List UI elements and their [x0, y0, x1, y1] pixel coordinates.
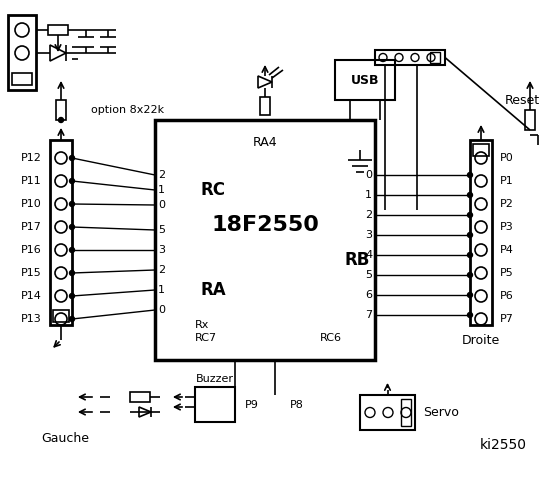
Bar — [375, 50, 445, 65]
Text: P14: P14 — [21, 291, 42, 301]
Circle shape — [70, 202, 75, 206]
Text: Reset: Reset — [505, 94, 540, 107]
Circle shape — [70, 248, 75, 252]
Circle shape — [70, 271, 75, 276]
Text: 5: 5 — [158, 225, 165, 235]
Circle shape — [70, 316, 75, 322]
Bar — [155, 120, 375, 360]
Text: 2: 2 — [158, 170, 165, 180]
Text: USB: USB — [351, 73, 379, 86]
Circle shape — [467, 292, 472, 298]
Circle shape — [70, 293, 75, 299]
Text: 0: 0 — [158, 200, 165, 210]
Text: Buzzer: Buzzer — [196, 374, 234, 384]
Circle shape — [467, 192, 472, 197]
Text: 3: 3 — [365, 230, 372, 240]
Text: P8: P8 — [290, 399, 304, 409]
Bar — [401, 399, 411, 426]
Text: P2: P2 — [500, 199, 514, 209]
Bar — [56, 100, 66, 120]
Text: 2: 2 — [158, 265, 165, 275]
Text: 5: 5 — [365, 270, 372, 280]
Bar — [360, 395, 415, 430]
Bar — [335, 60, 395, 100]
Circle shape — [70, 225, 75, 229]
Text: Rx: Rx — [195, 320, 210, 330]
Text: RB: RB — [345, 251, 371, 269]
Text: 1: 1 — [158, 185, 165, 195]
Bar — [470, 140, 492, 325]
Text: 18F2550: 18F2550 — [211, 215, 319, 235]
Text: P3: P3 — [500, 222, 514, 232]
Circle shape — [467, 312, 472, 317]
Text: P15: P15 — [21, 268, 42, 278]
Text: 1: 1 — [158, 285, 165, 295]
Text: P7: P7 — [500, 314, 514, 324]
Circle shape — [467, 232, 472, 238]
Circle shape — [70, 179, 75, 183]
Text: 6: 6 — [365, 290, 372, 300]
Text: 7: 7 — [365, 310, 372, 320]
Text: P5: P5 — [500, 268, 514, 278]
Circle shape — [59, 118, 64, 122]
Text: P16: P16 — [21, 245, 42, 255]
Text: P13: P13 — [21, 314, 42, 324]
Text: RA4: RA4 — [253, 135, 277, 148]
Bar — [525, 110, 535, 130]
Bar — [130, 392, 150, 402]
Circle shape — [467, 213, 472, 217]
Text: ki2550: ki2550 — [480, 438, 527, 452]
Text: P4: P4 — [500, 245, 514, 255]
Text: P0: P0 — [500, 153, 514, 163]
Bar — [260, 97, 270, 115]
Bar — [473, 144, 489, 156]
Text: 0: 0 — [365, 170, 372, 180]
Text: P10: P10 — [21, 199, 42, 209]
Bar — [195, 387, 235, 422]
Text: Droite: Droite — [462, 334, 500, 347]
Text: RC6: RC6 — [320, 333, 342, 343]
Text: P11: P11 — [21, 176, 42, 186]
Text: P9: P9 — [245, 399, 259, 409]
Bar — [48, 25, 68, 35]
Text: RC7: RC7 — [195, 333, 217, 343]
Circle shape — [467, 172, 472, 178]
Text: P17: P17 — [21, 222, 42, 232]
Text: P6: P6 — [500, 291, 514, 301]
Text: 3: 3 — [158, 245, 165, 255]
Text: 4: 4 — [365, 250, 372, 260]
Text: 1: 1 — [365, 190, 372, 200]
Text: P1: P1 — [500, 176, 514, 186]
Text: Gauche: Gauche — [41, 432, 89, 444]
Bar — [430, 52, 440, 63]
Text: RC: RC — [200, 181, 225, 199]
Bar — [50, 140, 72, 325]
Bar — [8, 15, 36, 90]
Text: 2: 2 — [365, 210, 372, 220]
Circle shape — [467, 273, 472, 277]
Bar — [12, 73, 32, 85]
Text: option 8x22k: option 8x22k — [91, 105, 164, 115]
Circle shape — [467, 252, 472, 257]
Text: P12: P12 — [21, 153, 42, 163]
Text: RA: RA — [200, 281, 226, 299]
Circle shape — [70, 156, 75, 160]
Bar — [53, 310, 69, 322]
Text: Servo: Servo — [423, 406, 459, 419]
Text: 0: 0 — [158, 305, 165, 315]
